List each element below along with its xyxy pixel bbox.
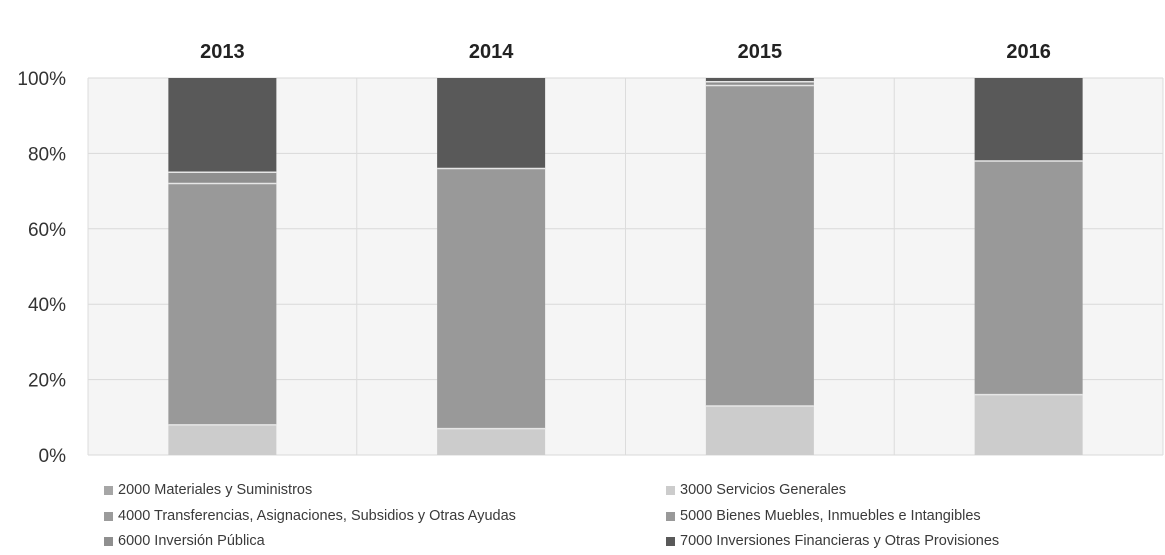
legend-swatch	[104, 511, 113, 521]
legend-item: 7000 Inversiones Financieras y Otras Pro…	[666, 533, 999, 549]
bar-segment-2014-series-4	[437, 168, 546, 429]
bar-segment-2015-series-4	[705, 85, 814, 406]
legend-swatch	[104, 485, 113, 495]
y-axis-tick-labels: 0% 20% 40% 60% 80% 100%	[17, 69, 66, 467]
bar-segment-2013-series-4	[168, 183, 277, 425]
bar-segment-2014-series-2	[437, 428, 546, 455]
bar-segment-2013-series-5	[168, 172, 277, 184]
category-label-2015: 2015	[738, 41, 783, 63]
legend-swatch	[666, 485, 675, 495]
legend-label: 5000 Bienes Muebles, Inmuebles e Intangi…	[680, 508, 981, 524]
legend-label: 4000 Transferencias, Asignaciones, Subsi…	[118, 508, 516, 524]
bar-stacks	[168, 78, 1083, 455]
legend-item: 6000 Inversión Pública	[104, 533, 265, 549]
legend-item: 5000 Bienes Muebles, Inmuebles e Intangi…	[666, 508, 981, 524]
bar-segment-2016-series-2	[974, 394, 1083, 455]
y-tick-label: 100%	[17, 69, 66, 90]
bar-segment-2016-series-4	[974, 160, 1083, 395]
y-tick-label: 40%	[28, 295, 66, 316]
legend-swatch	[666, 536, 675, 546]
legend-label: 2000 Materiales y Suministros	[118, 482, 313, 498]
bar-segment-2013-series-6	[168, 78, 277, 173]
bar-segment-2015-series-6	[705, 78, 814, 82]
legend-swatch	[104, 536, 113, 546]
bar-segment-2013-series-2	[168, 424, 277, 455]
legend-item: 2000 Materiales y Suministros	[104, 482, 312, 498]
bar-segment-2016-series-6	[974, 78, 1083, 161]
category-labels: 2013 2014 2015 2016	[200, 41, 1051, 63]
bar-segment-2015-series-5	[705, 81, 814, 86]
category-label-2014: 2014	[469, 41, 514, 63]
legend-label: 3000 Servicios Generales	[680, 482, 847, 498]
y-tick-label: 80%	[28, 144, 66, 165]
legend-label: 6000 Inversión Pública	[118, 533, 265, 549]
legend-item: 3000 Servicios Generales	[666, 482, 846, 498]
y-tick-label: 0%	[39, 446, 67, 467]
y-tick-label: 60%	[28, 220, 66, 241]
legend-swatch	[666, 511, 675, 521]
legend-label: 7000 Inversiones Financieras y Otras Pro…	[680, 533, 1000, 549]
category-label-2016: 2016	[1006, 41, 1051, 63]
stacked-bar-chart: 0% 20% 40% 60% 80% 100% 2013 2014 2015 2016	[17, 41, 1164, 467]
bar-segment-2015-series-2	[705, 405, 814, 455]
category-label-2013: 2013	[200, 41, 245, 63]
y-tick-label: 20%	[28, 371, 66, 392]
legend-item: 4000 Transferencias, Asignaciones, Subsi…	[104, 508, 516, 524]
bar-segment-2014-series-6	[437, 78, 546, 169]
